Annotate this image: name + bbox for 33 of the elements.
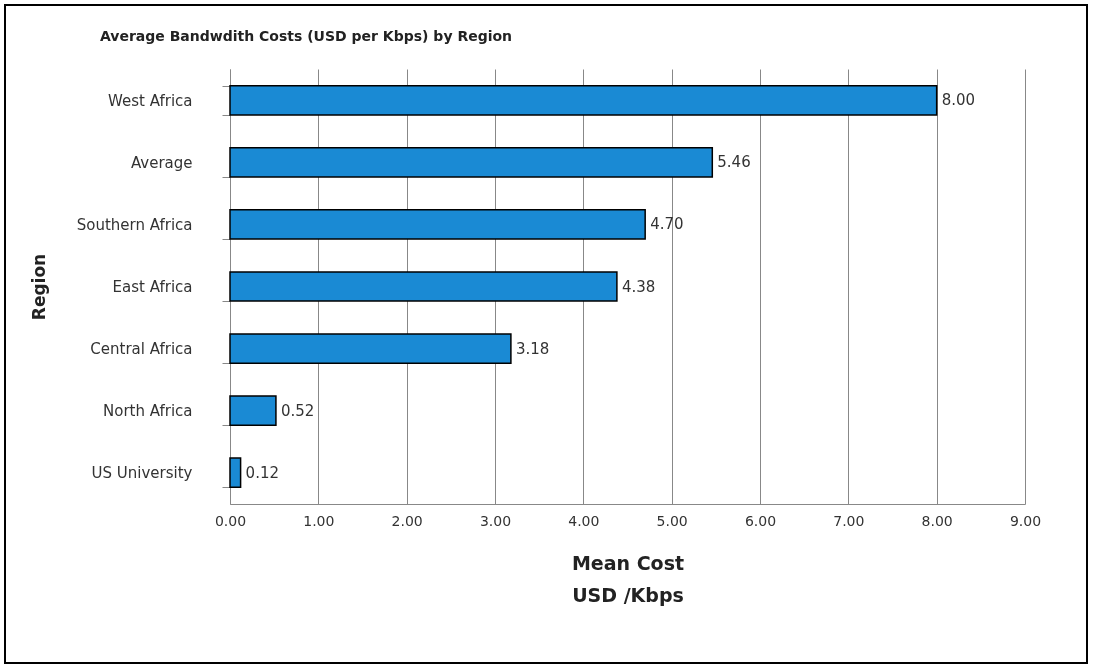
data-label: 0.52	[280, 401, 315, 420]
y-tick-label: Central Africa	[90, 340, 193, 359]
x-tick-label: 9.00	[1009, 512, 1042, 529]
y-axis-title: Region	[28, 253, 49, 321]
data-label: 4.38	[621, 277, 656, 296]
chart-title: Average Bandwdith Costs (USD per Kbps) by Region	[100, 28, 513, 44]
x-tick-label: 3.00	[479, 512, 512, 529]
x-tick-label: 4.00	[568, 512, 600, 529]
x-tick-label: 1.00	[303, 512, 335, 529]
y-tick-label: US University	[91, 464, 193, 483]
data-label: 3.18	[515, 339, 550, 358]
x-tick-label: 0.00	[214, 512, 247, 529]
y-tick-label: East Africa	[112, 278, 193, 296]
x-tick-label: 2.00	[391, 512, 423, 529]
y-tick-label: West Africa	[108, 91, 193, 110]
x-tick-label: 5.00	[656, 512, 688, 529]
bar	[229, 457, 242, 488]
bar	[229, 395, 277, 426]
bar	[229, 209, 646, 240]
bar	[229, 85, 938, 116]
bar	[229, 271, 618, 302]
data-label: 8.00	[941, 91, 976, 110]
data-label: 0.12	[245, 463, 280, 482]
data-label: 5.46	[717, 153, 751, 172]
x-tick-label: 6.00	[744, 512, 777, 529]
x-tick-label: 7.00	[833, 512, 865, 529]
y-tick-label: Average	[130, 153, 193, 172]
bar	[229, 333, 512, 364]
x-tick-label: 8.00	[921, 512, 953, 529]
y-tick-label: North Africa	[102, 402, 193, 421]
y-tick-label: Southern Africa	[76, 215, 193, 234]
x-axis-title: Mean Cost USD /Kbps	[571, 551, 685, 606]
bar	[229, 147, 714, 178]
